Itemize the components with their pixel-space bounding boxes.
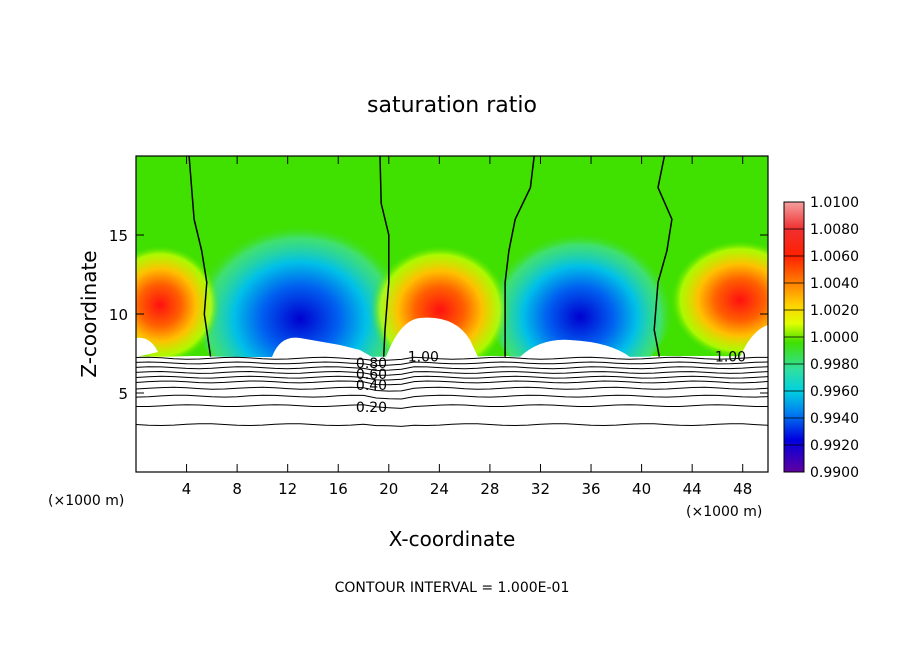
saturation-contour (653, 156, 673, 357)
contour-line (136, 394, 768, 400)
colorbar-tick-label: 0.9940 (810, 411, 859, 427)
contour-label: 0.20 (356, 400, 387, 416)
contour-line (136, 361, 768, 367)
saturation-contour (188, 156, 212, 357)
contour-line (136, 366, 768, 372)
contour-line (136, 375, 768, 381)
contour-label: 0.40 (356, 378, 387, 394)
colorbar-tick-label: 0.9900 (810, 465, 859, 481)
x-tick-label: 20 (379, 480, 398, 498)
x-tick-label: 24 (430, 480, 449, 498)
y-axis: 5 10 15 (109, 227, 768, 403)
x-tick-label: 36 (581, 480, 600, 498)
subsaturated-region (190, 205, 410, 395)
contour-interval-note: CONTOUR INTERVAL = 1.000E-01 (335, 580, 570, 596)
saturation-field (136, 156, 768, 472)
colorbar-tick-label: 0.9920 (810, 438, 859, 454)
contour-label: 0.60 (356, 367, 387, 383)
cloud-base-white (520, 339, 630, 357)
saturation-contour (379, 156, 390, 357)
colorbar-tick-label: 1.0040 (810, 276, 859, 292)
chart-title: saturation ratio (367, 93, 537, 118)
contour-line (136, 423, 768, 427)
colorbar-tick-label: 1.0000 (810, 330, 859, 346)
x-tick-label: 48 (733, 480, 752, 498)
x-axis: 4 8 12 16 20 24 28 32 36 40 44 48 (182, 156, 752, 498)
x-tick-label: 44 (683, 480, 702, 498)
x-units-left: (×1000 m) (48, 493, 124, 509)
colorbar-tick-label: 1.0060 (810, 249, 859, 265)
subsaturated-region (485, 215, 675, 385)
colorbar-tick-label: 0.9980 (810, 357, 859, 373)
contour-line (136, 404, 768, 409)
y-tick-label: 5 (118, 385, 128, 403)
colorbar-tick-label: 1.0080 (810, 222, 859, 238)
y-tick-label: 15 (109, 227, 128, 245)
cloud-base-white (272, 337, 372, 357)
x-units-right: (×1000 m) (686, 504, 762, 520)
colorbar-tick-label: 0.9960 (810, 384, 859, 400)
contour-label: 1.00 (715, 350, 746, 366)
x-axis-label: X-coordinate (389, 527, 516, 551)
colorbar-tick-label: 1.0100 (810, 195, 859, 211)
contour-line (136, 380, 768, 386)
cloud-base-white (386, 317, 478, 357)
x-tick-label: 4 (182, 480, 192, 498)
colorbar-tick-label: 1.0020 (810, 303, 859, 319)
x-tick-label: 16 (329, 480, 348, 498)
contour-label: 0.80 (356, 356, 387, 372)
y-axis-label: Z-coordinate (77, 250, 101, 377)
x-tick-label: 28 (480, 480, 499, 498)
cloud-base-white (136, 337, 158, 357)
y-tick-label: 10 (109, 306, 128, 324)
contour-line (136, 370, 768, 376)
cloud-base-white (740, 325, 768, 357)
saturation-contour (504, 156, 535, 357)
supersaturated-region (670, 240, 768, 360)
contour-line (136, 356, 768, 362)
x-tick-label: 40 (632, 480, 651, 498)
contour-label: 1.00 (408, 350, 439, 366)
x-tick-label: 12 (278, 480, 297, 498)
contour-line (136, 386, 768, 392)
x-tick-label: 32 (531, 480, 550, 498)
colorbar: 1.0100 1.0080 1.0060 1.0040 1.0020 1.0000 0.99… (783, 195, 859, 481)
x-tick-label: 8 (232, 480, 242, 498)
supersaturated-region (136, 245, 220, 365)
